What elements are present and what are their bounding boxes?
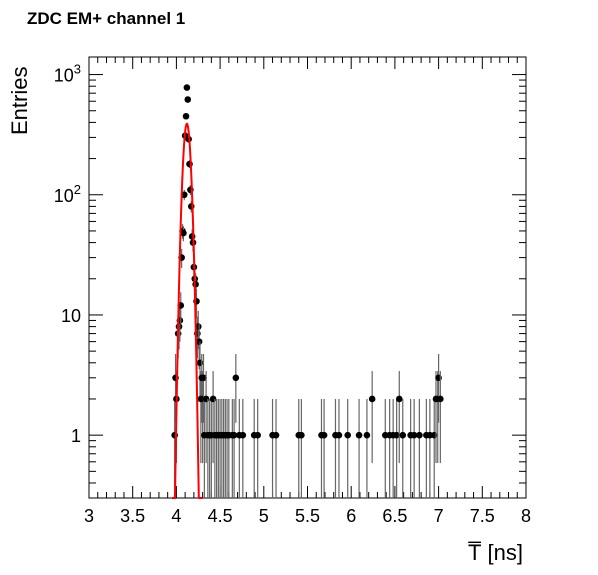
data-point — [230, 431, 238, 439]
x-tick-label: 3.5 — [120, 506, 145, 526]
y-axis-label: Entries — [7, 67, 32, 135]
data-point — [393, 431, 400, 439]
x-tick-label: 6 — [346, 506, 356, 526]
x-tick-label: 5 — [259, 506, 269, 526]
data-point — [399, 431, 407, 439]
data-point — [320, 431, 328, 439]
data-point — [437, 395, 444, 403]
x-axis-label: T̅ [ns] — [468, 540, 523, 565]
data-point — [344, 431, 352, 439]
data-point — [254, 431, 261, 439]
data-point — [183, 84, 191, 91]
x-tick-label: 8 — [521, 506, 531, 526]
data-point — [298, 431, 305, 439]
data-point — [363, 431, 371, 439]
fit-curve — [172, 122, 203, 499]
x-tick-label: 7 — [434, 506, 444, 526]
data-point — [335, 431, 343, 439]
x-tick-label: 4.5 — [208, 506, 233, 526]
x-tick-label: 5.5 — [295, 506, 320, 526]
data-point — [368, 395, 376, 403]
x-tick-label: 3 — [84, 506, 94, 526]
data-point — [180, 229, 187, 237]
plot-area: 3 3.5 4 4.5 5 5.5 6 6.5 7 7.5 8 1 10 102 103 — [54, 56, 531, 526]
data-point — [184, 96, 192, 103]
data-point — [272, 431, 280, 439]
x-tick-label: 4 — [171, 506, 181, 526]
plot-frame — [88, 56, 527, 499]
chart-title: ZDC EM+ channel 1 — [27, 9, 185, 28]
data-point — [239, 431, 247, 439]
data-point — [182, 112, 190, 120]
data-point — [395, 395, 403, 403]
y-tick-label: 103 — [54, 62, 81, 86]
x-tick-label: 7.5 — [470, 506, 495, 526]
data-point — [232, 374, 240, 382]
data-point — [200, 374, 207, 382]
data-point — [195, 338, 203, 345]
data-point — [416, 431, 423, 439]
data-point — [410, 431, 418, 439]
y-tick-label: 1 — [71, 426, 81, 446]
y-tick-label: 102 — [54, 182, 81, 206]
data-point — [355, 431, 363, 439]
x-tick-label: 6.5 — [382, 506, 407, 526]
y-tick-label: 10 — [61, 306, 81, 326]
